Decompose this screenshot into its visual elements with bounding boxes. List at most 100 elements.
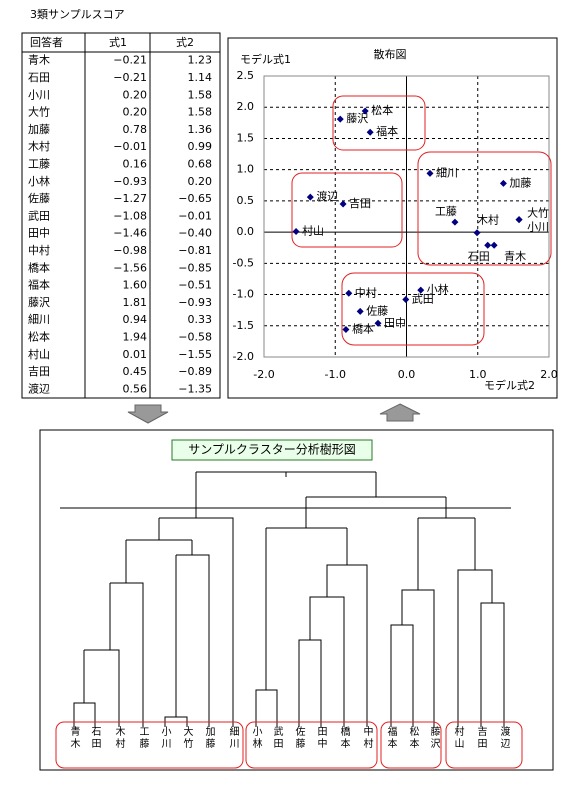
table-cell: −1.35 [178, 382, 212, 395]
x-tick-label: 2.0 [540, 368, 558, 381]
table-cell: 1.94 [123, 330, 148, 343]
leaf-group-box [245, 721, 378, 769]
leaf-label: 小林 [250, 726, 262, 750]
point [342, 326, 350, 334]
point [306, 193, 314, 201]
cluster-boxes [291, 95, 552, 346]
point-label: 中村 [355, 285, 377, 299]
plot-area [263, 75, 550, 358]
table-frame [21, 32, 221, 399]
table-cell: 0.99 [188, 140, 213, 153]
table-cell: −0.93 [178, 296, 212, 309]
x-tick-label: 1.0 [469, 368, 487, 381]
x-tick-label: 0.0 [398, 368, 416, 381]
table-cell: 佐藤 [28, 191, 50, 205]
table-cell: 1.60 [123, 279, 148, 292]
table-cell: −0.21 [113, 71, 147, 84]
leaf-label: 中村 [361, 725, 373, 750]
leaf-group-box [380, 721, 442, 769]
table-cell: 0.16 [123, 157, 148, 170]
table-cell: 0.20 [123, 106, 148, 119]
point-label: 木村 [477, 213, 499, 227]
table-cell: −0.98 [113, 244, 147, 257]
y-tick-label: -1.5 [233, 319, 254, 332]
leaf-label: 大竹 [181, 725, 193, 750]
cluster-box [291, 172, 403, 248]
table-cell: 松本 [28, 329, 50, 343]
leaf-group-box [55, 721, 244, 769]
point-label: 武田 [412, 293, 434, 306]
leaf-label: 小川 [159, 726, 171, 750]
leaf-label: 福本 [385, 725, 397, 750]
table-cell: 村山 [28, 347, 50, 361]
table-cell: 1.36 [188, 123, 213, 136]
table-cell: −0.89 [178, 365, 212, 378]
leaf-label: 武田 [271, 725, 283, 750]
table-cell: 1.58 [188, 88, 213, 101]
point [499, 179, 507, 187]
page-title: 3類サンプルスコア [30, 8, 125, 21]
table-cell: −1.56 [113, 261, 147, 274]
point [292, 227, 300, 235]
table-cell: 0.20 [188, 175, 213, 188]
leaf-group-boxes [55, 721, 523, 769]
point-label: 福本 [376, 124, 398, 138]
table-cell: 田中 [28, 227, 50, 240]
point-label: 小林 [427, 282, 449, 296]
point-label: 村山 [302, 223, 324, 237]
table-cell: −1.08 [113, 209, 147, 222]
leaf-label: 橋本 [338, 725, 350, 750]
table-cell: 中村 [28, 243, 50, 257]
table-cell: 0.01 [123, 348, 148, 361]
point-label: 細川 [436, 166, 458, 179]
leaf-label: 加藤 [203, 726, 215, 750]
chart-title: 散布図 [374, 47, 407, 61]
y-tick-label: -1.0 [233, 288, 254, 301]
leaf-label: 青木 [68, 725, 80, 750]
point [402, 296, 410, 304]
point-label: 石田 [468, 250, 490, 263]
point [339, 200, 347, 208]
dendrogram-title: サンプルクラスター分析樹形図 [188, 443, 355, 457]
arrow-down [127, 404, 169, 424]
dendrogram-tree [73, 471, 505, 727]
table-cell: 0.78 [123, 123, 148, 136]
table-cell: 藤沢 [28, 295, 50, 309]
point [361, 107, 369, 115]
x-axis-label: モデル式2 [484, 378, 535, 392]
table-cell: −0.01 [113, 140, 147, 153]
point [374, 319, 382, 327]
table-cell: 大竹 [28, 105, 50, 119]
table-header-cell: 式2 [176, 36, 194, 49]
table-cell: −0.40 [178, 227, 212, 240]
point-label: 渡辺 [316, 189, 338, 203]
leaf-label: 細川 [227, 725, 239, 750]
table-cell: 1.58 [188, 106, 213, 119]
dendrogram-frame [39, 429, 554, 771]
leaf-label: 田中 [315, 726, 327, 750]
table-cell: −1.27 [113, 192, 147, 205]
table-cell: 渡辺 [28, 381, 50, 395]
table-cell: −0.51 [178, 279, 212, 292]
table-cell: 細川 [28, 313, 50, 326]
table-cell: 1.23 [188, 54, 213, 67]
table-cell: 小林 [28, 174, 50, 188]
table-cell: −0.65 [178, 192, 212, 205]
leaf-label: 吉田 [475, 726, 487, 750]
table-cell: 吉田 [28, 365, 50, 378]
point [366, 128, 374, 136]
point [336, 115, 344, 123]
leaf-label: 石田 [89, 726, 101, 750]
y-tick-label: 1.0 [237, 163, 255, 176]
table-cell: 0.33 [188, 313, 213, 326]
point [484, 241, 492, 249]
point [356, 307, 364, 315]
leaf-label: 藤沢 [428, 726, 440, 750]
table-cell: 加藤 [28, 123, 50, 136]
point [515, 216, 523, 224]
table-cell: 工藤 [28, 157, 50, 170]
point-label: 松本 [371, 103, 393, 117]
point-label: 橋本 [352, 322, 374, 336]
cluster-box [341, 272, 485, 346]
